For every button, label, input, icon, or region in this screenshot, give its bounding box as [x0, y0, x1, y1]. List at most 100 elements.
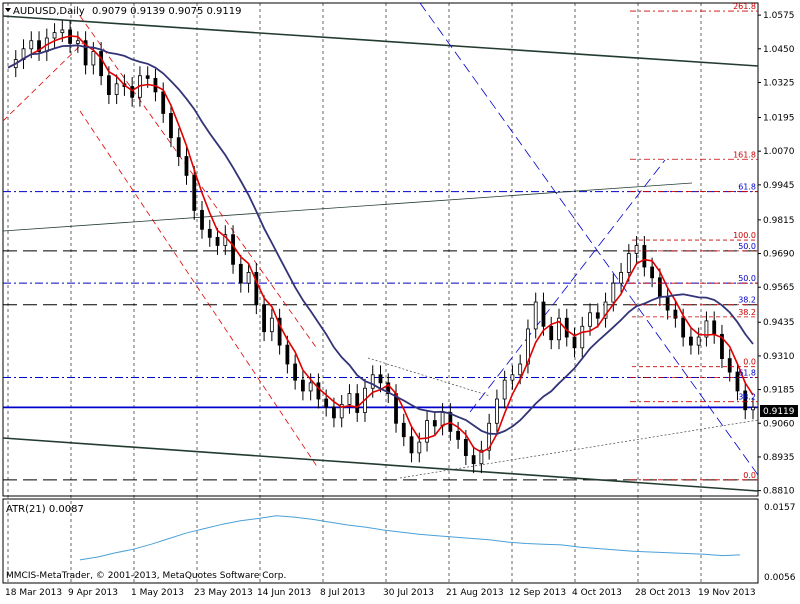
candle-body	[99, 51, 104, 77]
candle-body	[231, 234, 235, 265]
candle-body	[355, 393, 360, 413]
candle-body	[207, 228, 212, 238]
candle-body	[665, 296, 670, 311]
y-tick-label: 0.9310	[763, 352, 795, 362]
trendline	[367, 357, 491, 397]
y-tick-label: 1.0575	[763, 11, 795, 21]
y-tick-label: 0.9565	[763, 283, 795, 293]
candle-body	[409, 436, 414, 454]
trendline	[79, 110, 319, 469]
candle-body	[720, 333, 724, 360]
candle-body	[588, 312, 592, 327]
x-tick-label: 9 Apr 2013	[68, 588, 118, 598]
candle-body	[634, 245, 639, 254]
candle-body	[130, 86, 135, 98]
candle-body	[626, 253, 631, 273]
candle-body	[91, 51, 96, 66]
candle-body	[696, 336, 701, 346]
x-tick-label: 12 Sep 2013	[509, 588, 566, 598]
candle-body	[223, 234, 228, 246]
candle-body	[603, 301, 608, 319]
candle-body	[712, 320, 717, 335]
fib-level-label: 261.8	[733, 2, 756, 11]
candle-body	[184, 156, 189, 176]
candle-body	[619, 271, 623, 284]
candle-body	[246, 271, 251, 284]
atr-panel-frame	[2, 498, 759, 584]
fib-level-label: 38.2	[738, 308, 756, 317]
candle-body	[526, 328, 530, 365]
candle-body	[743, 390, 748, 411]
candle-body	[114, 83, 119, 95]
fib-level-label: 0.0	[743, 471, 756, 480]
current-price-badge	[760, 405, 798, 417]
candle-body	[339, 404, 344, 419]
candle-body	[518, 363, 523, 376]
candle-body	[378, 374, 383, 384]
fib-level-label: 0.0	[743, 358, 756, 367]
candle-body	[510, 374, 515, 381]
candle-body	[681, 317, 686, 338]
symbol-label: AUDUSD,Daily	[13, 6, 85, 17]
y-tick-label: 1.0070	[763, 147, 795, 157]
fib-level-label: 38.2	[738, 393, 756, 402]
fib-level-label: 100.0	[733, 231, 756, 240]
candle-body	[332, 406, 336, 419]
candle-body	[417, 441, 422, 454]
xaxis-layer: 18 Mar 2013 9 Apr 2013 1 May 2013 23 May 20…	[5, 588, 756, 598]
candle-body	[557, 317, 561, 341]
candle-body	[83, 40, 88, 66]
copyright-text: MMCIS-MetaTrader, © 2001-2013, MetaQuote…	[6, 571, 286, 581]
candle-body	[735, 371, 740, 392]
trendline	[419, 2, 759, 476]
symbol-dropdown-icon[interactable]	[5, 8, 11, 12]
candle-body	[456, 430, 461, 440]
fib-level-label: 38.2	[738, 296, 756, 305]
candle-body	[463, 439, 468, 456]
fib-level-label: 61.8	[738, 183, 756, 192]
candle-body	[432, 420, 437, 427]
candle-body	[106, 75, 111, 95]
y-tick-label: 1.0325	[763, 78, 795, 88]
x-tick-label: 1 May 2013	[131, 588, 184, 598]
grid-layer	[7, 3, 702, 583]
candle-body	[176, 137, 181, 157]
yaxis-layer: 1.0575 1.0450 1.0325 1.0195 1.0070 0.9945 0.98…	[758, 11, 795, 497]
candle-body	[650, 266, 655, 279]
x-tick-label: 4 Oct 2013	[572, 588, 622, 598]
candle-body	[60, 29, 65, 34]
candle-body	[37, 40, 41, 52]
candle-body	[564, 317, 569, 338]
y-tick-label: 1.0450	[763, 45, 795, 55]
candle-body	[254, 271, 259, 306]
y-tick-label: 0.8810	[763, 487, 795, 497]
x-tick-label: 23 May 2013	[194, 588, 253, 598]
x-tick-label: 18 Mar 2013	[5, 588, 62, 598]
x-tick-label: 19 Nov 2013	[698, 588, 756, 598]
trendline	[2, 437, 759, 492]
candle-body	[727, 358, 732, 373]
y-tick-label: 1.0195	[763, 113, 795, 123]
candle-body	[440, 412, 445, 427]
candle-body	[533, 301, 538, 330]
levels-layer	[3, 191, 758, 481]
y-tick-label: 0.8935	[763, 453, 795, 463]
candle-body	[29, 40, 34, 50]
y-tick-label: 0.9185	[763, 386, 795, 396]
candle-body	[200, 210, 204, 230]
fib-level-label: 50.0	[738, 242, 756, 251]
candle-body	[689, 336, 693, 346]
candle-body	[316, 382, 321, 400]
candle-body	[347, 393, 352, 405]
candle-body	[751, 406, 755, 411]
trendline	[2, 15, 759, 67]
candle-body	[75, 40, 80, 44]
candle-body	[642, 245, 647, 268]
candle-body	[611, 282, 616, 303]
fib-level-label: 61.8	[738, 368, 756, 377]
candle-body	[487, 422, 492, 451]
atr-axis-bottom: 0.0056	[764, 573, 796, 583]
current-price-label: 0.9119	[763, 407, 795, 417]
